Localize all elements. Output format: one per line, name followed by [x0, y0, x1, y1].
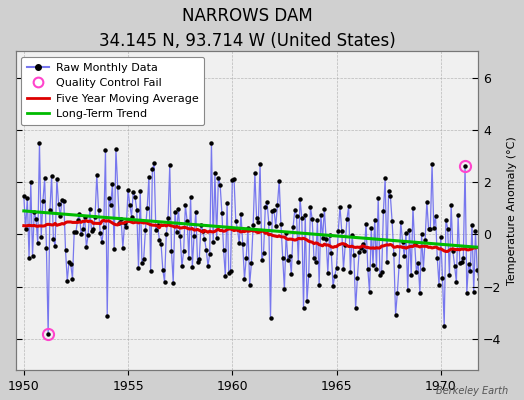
Legend: Raw Monthly Data, Quality Control Fail, Five Year Moving Average, Long-Term Tren: Raw Monthly Data, Quality Control Fail, … — [21, 57, 204, 125]
Title: NARROWS DAM
34.145 N, 93.714 W (United States): NARROWS DAM 34.145 N, 93.714 W (United S… — [99, 7, 395, 50]
Y-axis label: Temperature Anomaly (°C): Temperature Anomaly (°C) — [507, 136, 517, 285]
Text: Berkeley Earth: Berkeley Earth — [436, 386, 508, 396]
